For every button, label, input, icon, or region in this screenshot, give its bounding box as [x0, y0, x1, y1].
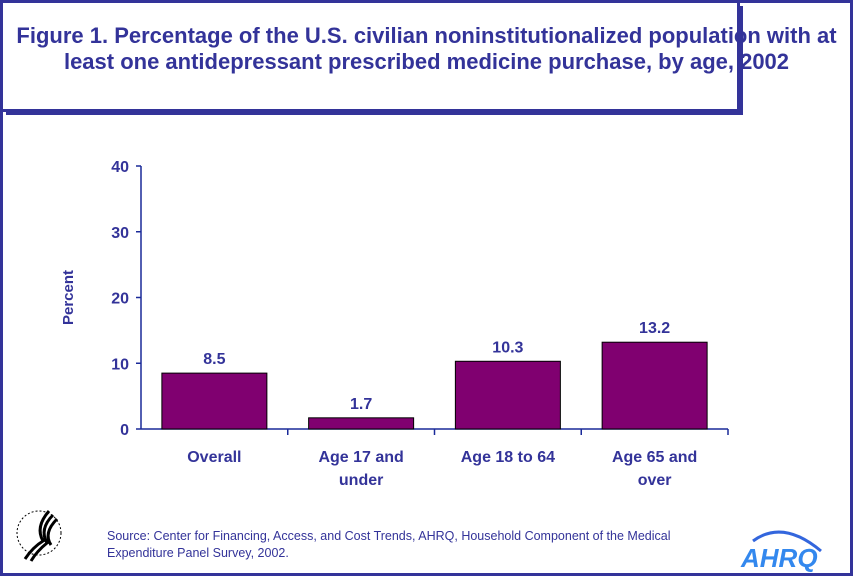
bar: [308, 417, 415, 430]
y-tick-label: 0: [120, 422, 129, 439]
y-tick-label: 40: [111, 159, 129, 176]
y-axis-label: Percent: [60, 270, 77, 325]
y-tick-label: 30: [111, 225, 129, 242]
ahrq-logo: AHRQ: [740, 530, 822, 573]
x-tick-label: over: [638, 472, 672, 489]
y-tick-label: 10: [111, 356, 129, 373]
bar-chart: 0 10 20 30 40 Percent 8.5 Overall 1.7 Age 17 and u…: [60, 159, 729, 489]
hhs-logo: [16, 510, 62, 562]
svg-text:AHRQ: AHRQ: [740, 543, 818, 573]
data-label: 13.2: [639, 320, 670, 337]
bar: [454, 360, 561, 430]
data-label: 10.3: [492, 339, 523, 356]
y-tick-label: 20: [111, 291, 129, 308]
data-label: 8.5: [203, 351, 225, 368]
source-note: Source: Center for Financing, Access, an…: [107, 529, 671, 560]
bar: [161, 372, 268, 430]
x-tick-label: Age 17 and: [318, 449, 403, 466]
data-label: 1.7: [350, 396, 372, 413]
x-tick-label: Age 65 and: [612, 449, 697, 466]
chart-title: Figure 1. Percentage of the U.S. civilia…: [16, 23, 837, 74]
x-tick-label: under: [339, 472, 383, 489]
x-tick-label: Overall: [187, 449, 241, 466]
bar: [601, 341, 708, 430]
x-tick-label: Age 18 to 64: [461, 449, 555, 466]
title-box: [3, 3, 740, 112]
